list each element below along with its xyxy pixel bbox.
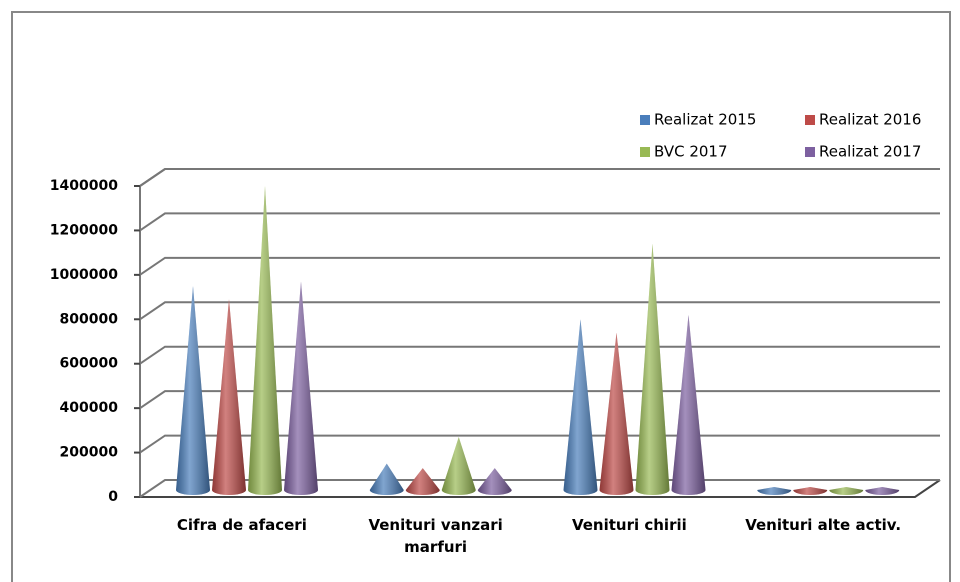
cone-shade [599, 332, 634, 495]
y-tick-label: 0 [108, 489, 118, 505]
floor [140, 479, 941, 498]
cone-shade [635, 243, 670, 495]
cone-shade [793, 487, 828, 495]
cone-shade [757, 487, 792, 495]
cone-shade [176, 285, 210, 495]
cone-shade [441, 437, 476, 495]
cone-shade [865, 487, 900, 495]
y-tick-label: 600000 [60, 356, 119, 372]
cone-shade [405, 468, 440, 495]
grid-line [139, 301, 940, 321]
x-tick-label: Cifra de afaceri [176, 516, 307, 534]
y-tick-label: 1200000 [50, 222, 118, 238]
legend-label: Realizat 2015 [654, 111, 756, 129]
cone-shade [369, 463, 404, 495]
cone-shade [477, 468, 512, 495]
y-tick-label: 800000 [60, 311, 119, 327]
legend-label: BVC 2017 [654, 143, 728, 161]
cone-shade [248, 186, 282, 495]
y-tick-label: 200000 [60, 445, 119, 461]
x-tick-label: Venituri vanzari marfuri [368, 516, 503, 556]
grid-line [139, 256, 940, 276]
grid-line [139, 212, 940, 232]
cone-shade [284, 281, 318, 495]
y-tick-label: 400000 [60, 400, 119, 416]
x-tick-label: Venituri chirii [571, 516, 687, 534]
cone-shade [671, 314, 706, 495]
legend-swatch [640, 115, 650, 125]
grid-line [139, 168, 940, 187]
y-tick-label: 1400000 [50, 178, 118, 194]
wall [139, 168, 166, 497]
legend-label: Realizat 2017 [819, 143, 921, 161]
legend-swatch [640, 147, 650, 157]
y-tick-label: 1000000 [50, 267, 118, 283]
legend-swatch [805, 115, 815, 125]
cone-shade [212, 299, 246, 495]
cone-shade [829, 487, 864, 495]
cone-shade [563, 319, 598, 495]
legend-label: Realizat 2016 [819, 111, 921, 129]
legend-swatch [805, 147, 815, 157]
x-tick-label: Venituri alte activ. [745, 516, 902, 534]
chart-border [11, 11, 951, 582]
grid-line [139, 345, 940, 365]
